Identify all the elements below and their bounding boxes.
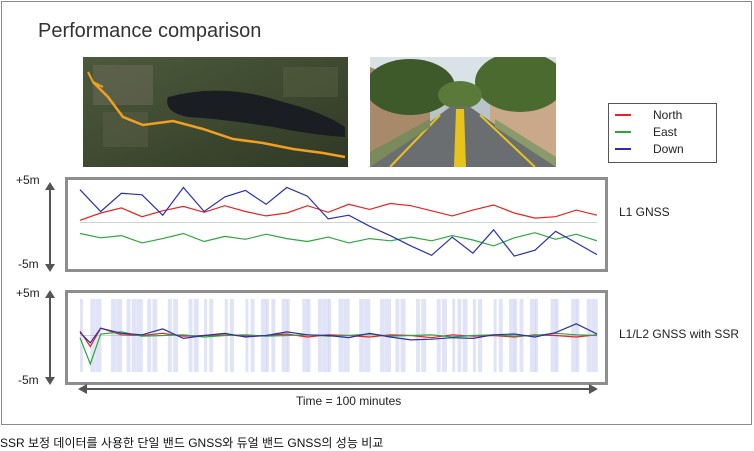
chart-panel-l1l2 [65,290,608,385]
legend-item-north: North [615,107,682,123]
scale-arrows [45,182,55,385]
legend-swatch-down [615,148,631,150]
street-view-image [370,57,556,167]
panel-label-l1l2: L1/L2 GNSS with SSR [619,327,740,341]
panel2-bottom-scale: -5m [18,373,39,387]
chart-l1l2-gnss-ssr [79,299,598,372]
legend-label-down: Down [653,142,684,156]
legend-swatch-east [615,131,631,133]
legend-item-east: East [615,124,677,140]
figure-title: Performance comparison [38,20,262,42]
legend-item-down: Down [615,141,684,157]
series-line-down [79,186,598,257]
panel1-bottom-scale: -5m [18,257,39,271]
series-line-north [79,327,598,348]
time-axis-arrow [78,384,598,394]
series-line-down [79,323,598,344]
panel1-top-scale: +5m [16,173,40,187]
street-view-photo [370,57,556,167]
chart-l1-gnss [79,186,598,257]
legend-swatch-north [615,114,631,116]
figure-caption: SSR 보정 데이터를 사용한 단일 밴드 GNSS와 듀얼 밴드 GNSS의 … [0,436,384,450]
panel-label-l1: L1 GNSS [619,205,670,219]
series-line-north [79,202,598,221]
chart-legend: North East Down [608,103,717,163]
satellite-map-image [83,57,348,167]
chart-panel-l1 [65,177,608,272]
time-axis-label: Time = 100 minutes [296,394,402,408]
series-line-east [79,232,598,247]
series-line-east [79,331,598,366]
legend-label-north: North [653,108,683,122]
legend-label-east: East [653,125,678,139]
panel2-top-scale: +5m [16,286,40,300]
satellite-map-photo [83,57,348,167]
